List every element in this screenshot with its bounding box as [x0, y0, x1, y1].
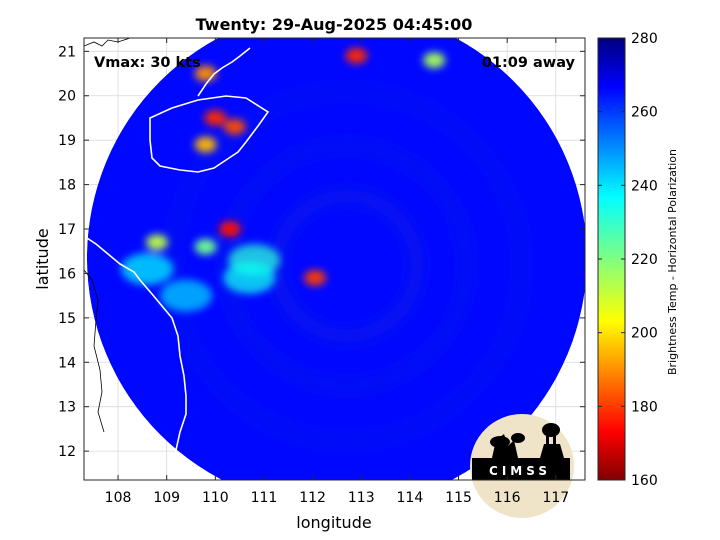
x-tick-label: 109: [153, 490, 180, 506]
convective-cell: [223, 118, 246, 135]
convective-cell: [145, 234, 168, 251]
colorbar-tick-label: 160: [631, 473, 658, 489]
x-tick-label: 114: [397, 490, 424, 506]
y-tick-label: 13: [58, 400, 76, 416]
x-tick-label: 115: [445, 490, 472, 506]
brightness-temp-swath: [86, 38, 585, 480]
y-tick-label: 17: [58, 222, 76, 238]
logo-lettering: CIMSS: [489, 464, 551, 478]
convective-cell: [194, 238, 217, 255]
convective-cell: [304, 269, 327, 286]
x-tick-label: 112: [299, 490, 326, 506]
axis-ticks: 108 109 110 111 112 113 114 115 116 117 12 13 14 15 16…: [58, 38, 585, 506]
convective-cell: [423, 52, 446, 69]
cimss-logo: CIMSS: [470, 414, 574, 518]
y-tick-label: 21: [58, 44, 76, 60]
x-tick-label: 117: [542, 490, 569, 506]
axes-frame: [83, 37, 586, 481]
vmax-annotation: Vmax: 30 kts: [94, 55, 201, 71]
convective-cell: [194, 136, 217, 153]
y-tick-label: 19: [58, 133, 76, 149]
colorbar-tick-label: 200: [631, 326, 658, 342]
colorbar-tick-label: 280: [631, 31, 658, 47]
convective-cell: [121, 252, 174, 285]
x-tick-label: 108: [105, 490, 132, 506]
x-axis-label: longitude: [296, 513, 371, 532]
colorbar-tick-label: 180: [631, 399, 658, 415]
time-away-annotation: 01:09 away: [482, 55, 576, 71]
colorbar-tick-label: 240: [631, 178, 658, 194]
x-tick-label: 113: [348, 490, 375, 506]
colorbar: 160 180 200 220 240 260 280 Brightness Temp - …: [597, 31, 679, 489]
x-tick-label: 111: [251, 490, 278, 506]
china-coast: [84, 38, 131, 47]
colorbar-tick-label: 260: [631, 105, 658, 121]
x-tick-label: 116: [494, 490, 521, 506]
chart-title: Twenty: 29-Aug-2025 04:45:00: [196, 15, 473, 34]
colorbar-tick-label: 220: [631, 252, 658, 268]
colorbar-ticks: 160 180 200 220 240 260 280: [598, 31, 658, 489]
leizhou-coastline: [197, 47, 251, 97]
y-tick-label: 15: [58, 311, 76, 327]
vietnam-coastline: [84, 235, 187, 480]
convective-cell: [345, 47, 368, 64]
hainan-coastline: [149, 95, 270, 173]
y-tick-label: 12: [58, 444, 76, 460]
convective-cell: [223, 261, 276, 294]
y-tick-label: 16: [58, 266, 76, 282]
colorbar-ramp: [597, 37, 626, 481]
y-axis-label: latitude: [33, 228, 52, 289]
coastlines: [84, 38, 270, 480]
y-tick-label: 14: [58, 355, 76, 371]
land-border: [84, 269, 105, 433]
convective-cell: [204, 109, 227, 126]
convective-cell: [218, 221, 241, 238]
colorbar-label: Brightness Temp - Horizontal Polarizatio…: [666, 149, 679, 375]
rain-band: [219, 138, 474, 393]
x-tick-label: 110: [202, 490, 229, 506]
convective-cell: [160, 279, 213, 312]
y-tick-label: 20: [58, 89, 76, 105]
y-tick-label: 18: [58, 178, 76, 194]
convective-cells: [121, 47, 446, 312]
